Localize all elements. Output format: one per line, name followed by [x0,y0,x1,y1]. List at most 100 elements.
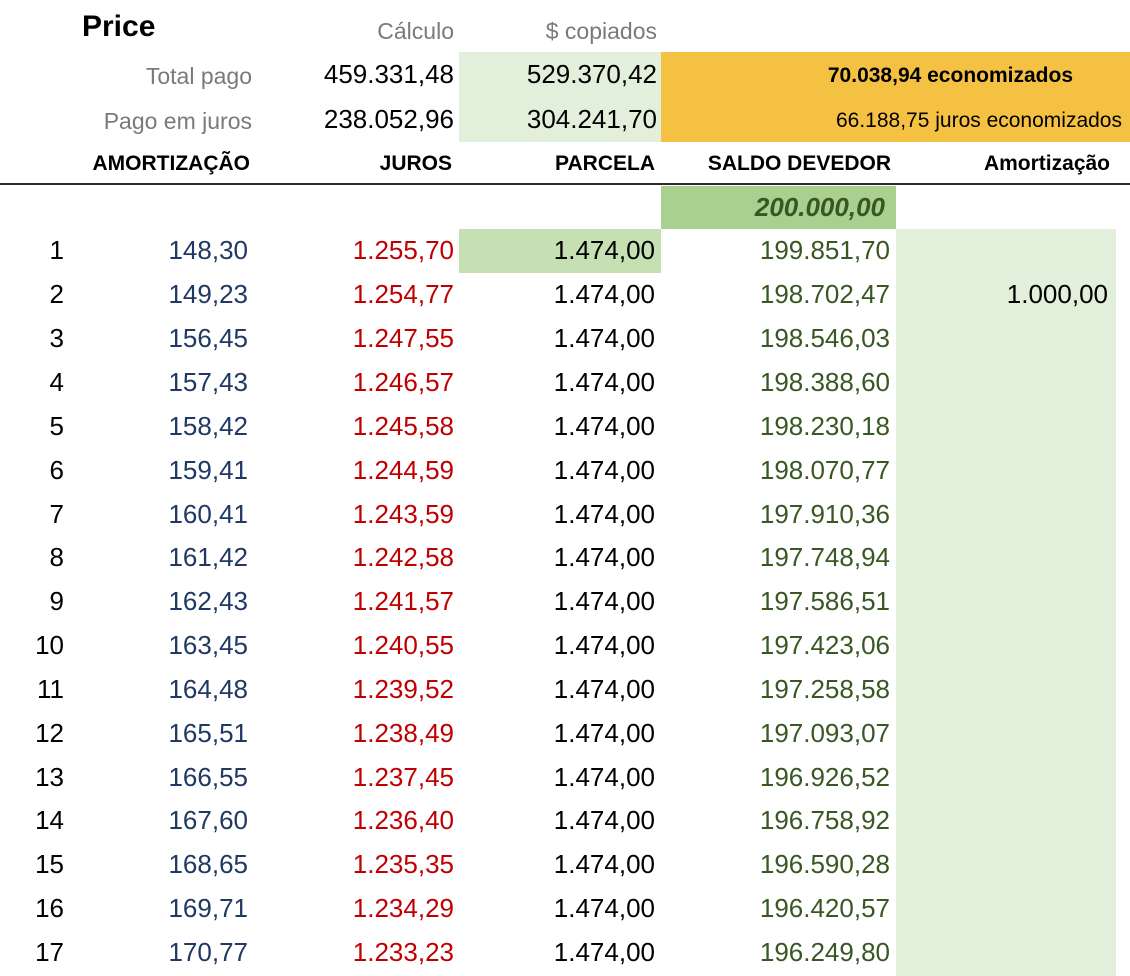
row-juros: 1.239,52 [352,673,454,704]
juros-economizados: 66.188,75 juros economizados [835,109,1122,132]
row-saldo: 197.423,06 [759,630,890,661]
row-saldo: 197.258,58 [759,673,890,704]
copiados-juros-fill [459,97,661,142]
row-number: 4 [49,366,64,397]
row-number: 7 [49,498,64,529]
row-parcela: 1.474,00 [553,630,655,661]
row-saldo: 198.702,47 [759,279,890,310]
header-divider [0,183,1130,185]
row-juros: 1.246,57 [352,366,454,397]
row-number: 10 [35,630,64,661]
row-parcela: 1.474,00 [553,893,655,924]
row-number: 16 [35,893,64,924]
row-amortizacao: 168,65 [168,849,248,880]
row-amortizacao: 165,51 [168,717,248,748]
row-juros: 1.234,29 [352,893,454,924]
row-saldo: 198.230,18 [759,410,890,441]
row-amortizacao-extra [896,317,1108,361]
row-parcela: 1.474,00 [553,849,655,880]
row-number: 1 [49,235,64,266]
row-parcela: 1.474,00 [553,454,655,485]
row-amortizacao: 163,45 [168,630,248,661]
row-number: 6 [49,454,64,485]
row-amortizacao: 161,42 [168,542,248,573]
row-parcela: 1.474,00 [553,279,655,310]
row-amortizacao-extra [896,492,1108,536]
row-parcela: 1.474,00 [553,761,655,792]
row-amortizacao-extra [896,448,1108,492]
row-saldo: 196.420,57 [759,893,890,924]
economizados-fill [661,52,1130,142]
row-amortizacao: 167,60 [168,805,248,836]
row-amortizacao: 157,43 [168,366,248,397]
total-pago-copiados: 529.370,42 [526,59,657,89]
row-parcela: 1.474,00 [553,805,655,836]
row-saldo: 198.388,60 [759,366,890,397]
row-parcela: 1.474,00 [553,542,655,573]
row-amortizacao-extra [896,580,1108,624]
total-pago-label: Total pago [145,62,252,89]
col-header-amortizacao-extra: Amortização [983,152,1110,175]
pago-juros-label: Pago em juros [103,107,252,134]
row-amortizacao: 159,41 [168,454,248,485]
row-number: 14 [35,805,64,836]
row-parcela: 1.474,00 [553,937,655,968]
row-juros: 1.236,40 [352,805,454,836]
row-saldo: 197.093,07 [759,717,890,748]
row-number: 11 [37,673,64,704]
col-header-parcela: PARCELA [555,152,655,175]
row-amortizacao-extra [896,624,1108,668]
row-juros: 1.247,55 [352,323,454,354]
row-number: 2 [49,279,64,310]
row-saldo: 197.910,36 [759,498,890,529]
row-number: 5 [49,410,64,441]
row-saldo: 198.070,77 [759,454,890,485]
row-number: 17 [35,937,64,968]
row-amortizacao-extra [896,711,1108,755]
row-saldo: 197.748,94 [759,542,890,573]
row-amortizacao: 160,41 [168,498,248,529]
row-juros: 1.241,57 [352,586,454,617]
col-calculo-label: Cálculo [377,17,454,44]
row-amortizacao-extra [896,668,1108,712]
row-parcela: 1.474,00 [553,410,655,441]
row-amortizacao-extra [896,799,1108,843]
row-juros: 1.244,59 [352,454,454,485]
row-parcela: 1.474,00 [553,366,655,397]
row-juros: 1.242,58 [352,542,454,573]
pago-juros-calculo: 238.052,96 [323,104,454,134]
row-amortizacao: 169,71 [168,893,248,924]
pago-juros-copiados: 304.241,70 [526,104,657,134]
row-number: 8 [49,542,64,573]
first-parcela-fill [459,229,661,273]
row-parcela: 1.474,00 [553,717,655,748]
col-header-juros: JUROS [379,152,452,175]
row-number: 13 [35,761,64,792]
row-amortizacao: 170,77 [168,937,248,968]
row-juros: 1.237,45 [352,761,454,792]
row-amortizacao-extra [896,887,1108,931]
row-amortizacao-extra [896,843,1108,887]
copiados-total-fill [459,52,661,97]
row-amortizacao: 149,23 [168,279,248,310]
economizados-total: 70.038,94 economizados [827,64,1073,87]
row-juros: 1.243,59 [352,498,454,529]
row-juros: 1.238,49 [352,717,454,748]
col-copiados-label: $ copiados [545,17,657,44]
row-amortizacao: 164,48 [168,673,248,704]
col-header-amortizacao: AMORTIZAÇÃO [92,152,250,175]
sheet-title: Price [82,10,156,43]
total-pago-calculo: 459.331,48 [323,59,454,89]
start-balance: 200.000,00 [754,192,885,222]
row-juros: 1.240,55 [352,630,454,661]
row-amortizacao-extra [896,931,1108,975]
row-amortizacao-extra [896,229,1108,273]
row-amortizacao-extra: 1.000,00 [1006,279,1108,310]
row-amortizacao-extra [896,755,1108,799]
row-saldo: 199.851,70 [759,235,890,266]
row-amortizacao-extra [896,536,1108,580]
row-number: 3 [49,323,64,354]
row-parcela: 1.474,00 [553,498,655,529]
row-juros: 1.255,70 [352,235,454,266]
